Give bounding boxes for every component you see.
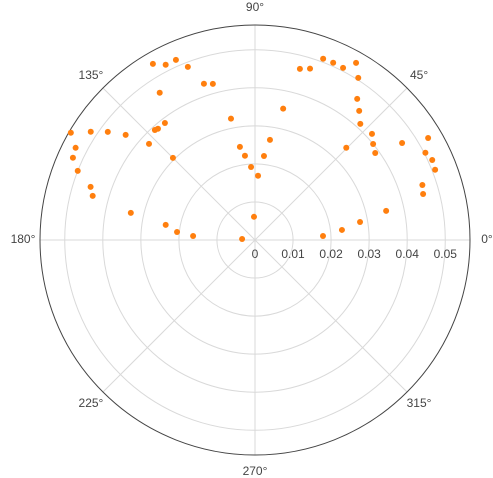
point (69, 154, 76, 161)
angular-tick-label: 90° (246, 0, 264, 14)
point (432, 166, 439, 173)
radial-tick-label: 0.01 (281, 247, 305, 261)
point (330, 59, 337, 66)
point (353, 59, 360, 66)
point (162, 61, 169, 68)
point (239, 236, 246, 243)
point (161, 120, 168, 127)
point (340, 64, 347, 71)
point (320, 55, 327, 62)
point (429, 156, 436, 163)
point (425, 135, 432, 142)
point (280, 105, 287, 112)
grid-spoke (102, 239, 256, 393)
point (260, 153, 267, 160)
point (368, 130, 375, 137)
point (122, 131, 129, 138)
point (89, 192, 96, 199)
point (190, 232, 197, 239)
point (383, 207, 390, 214)
angular-tick-label: 270° (243, 464, 268, 478)
point (370, 141, 377, 148)
point (184, 63, 191, 70)
grid-spoke (254, 239, 408, 393)
point (372, 149, 379, 156)
point (319, 232, 326, 239)
point (87, 128, 94, 135)
angular-tick-label: 135° (79, 68, 104, 82)
point (250, 213, 257, 220)
angular-tick-label: 315° (407, 396, 432, 410)
point (74, 167, 81, 174)
outer-circle (39, 24, 471, 456)
point (209, 80, 216, 87)
point (419, 181, 426, 188)
point (236, 143, 243, 150)
point (104, 128, 111, 135)
radial-tick-label: 0.04 (396, 247, 420, 261)
grid-spoke (102, 87, 256, 241)
point (255, 172, 262, 179)
point (174, 228, 181, 235)
point (162, 221, 169, 228)
point (355, 74, 362, 81)
point (357, 219, 364, 226)
point (357, 120, 364, 127)
angular-tick-label: 180° (11, 232, 36, 246)
angular-tick-label: 0° (481, 232, 493, 246)
point (127, 209, 134, 216)
point (338, 226, 345, 233)
point (296, 65, 303, 72)
point (422, 149, 429, 156)
point (72, 144, 79, 151)
radial-tick-label: 0.05 (434, 247, 458, 261)
point (149, 60, 156, 67)
point (146, 140, 153, 147)
angular-tick-label: 45° (410, 68, 428, 82)
point (156, 89, 163, 96)
point (307, 65, 314, 72)
point (241, 152, 248, 159)
radial-tick-label: 0 (252, 247, 259, 261)
point (399, 140, 406, 147)
point (200, 80, 207, 87)
point (420, 191, 427, 198)
point (87, 183, 94, 190)
point (151, 126, 158, 133)
grid-spoke (254, 87, 408, 241)
point (67, 129, 74, 136)
point (169, 154, 176, 161)
point (354, 95, 361, 102)
radial-tick-label: 0.02 (319, 247, 343, 261)
point (266, 136, 273, 143)
point (172, 56, 179, 63)
point (356, 107, 363, 114)
radial-tick-label: 0.03 (357, 247, 381, 261)
point (248, 164, 255, 171)
point (227, 115, 234, 122)
angular-tick-label: 225° (79, 396, 104, 410)
point (343, 144, 350, 151)
